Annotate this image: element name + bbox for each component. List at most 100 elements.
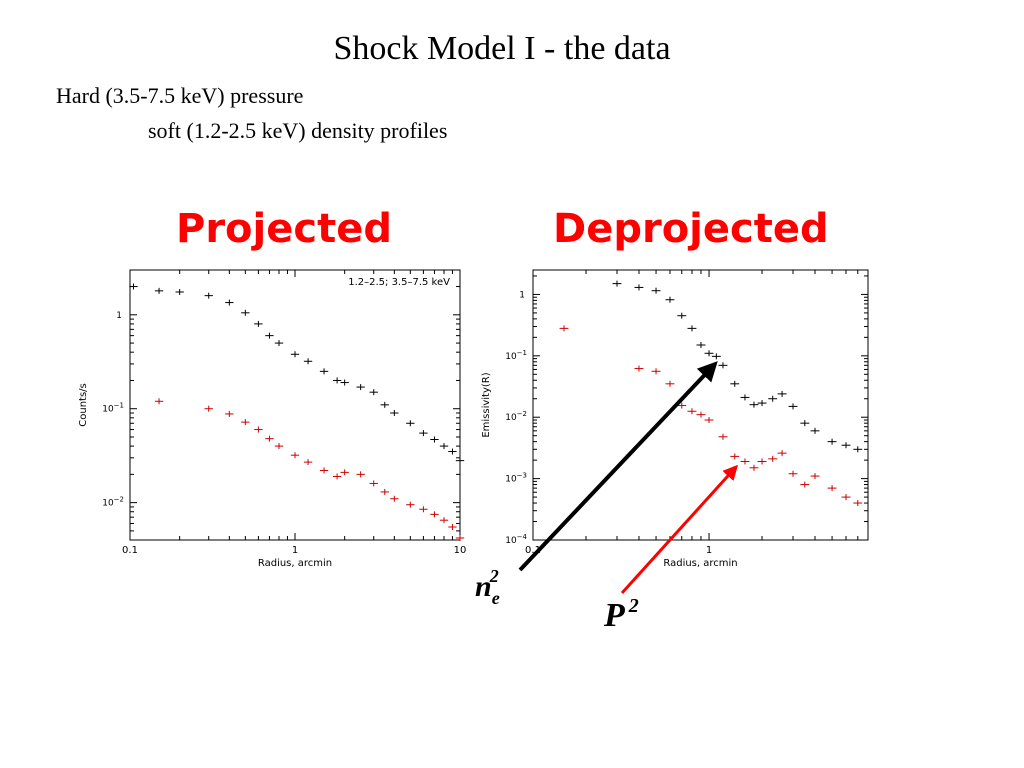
plot-frame [129,269,461,541]
data-point [204,405,213,412]
data-point [696,342,706,349]
data-point [419,506,428,513]
x-axis-label: Radius, arcmin [663,558,737,569]
x-tick-label: 0.1 [525,545,541,556]
data-point [303,459,313,466]
data-point [340,469,349,476]
data-point [455,535,465,542]
data-point [711,353,721,360]
y-tick-label: 10−4 [505,533,527,546]
data-point [406,420,415,427]
data-point [439,517,449,524]
data-point [154,398,164,405]
plot-frame [532,269,869,541]
data-point [356,471,365,478]
data-point [332,377,342,384]
data-series [612,280,863,453]
y-tick-label: 10−2 [505,410,527,423]
data-point [175,288,184,295]
data-point [651,368,661,375]
data-point [696,411,706,418]
data-point [369,480,378,487]
data-point [749,401,759,408]
data-point [274,340,284,347]
data-point [665,380,675,387]
data-series [559,325,863,507]
data-point [730,453,740,460]
data-point [810,427,820,434]
data-point [777,450,787,457]
data-point [303,358,313,365]
data-point [254,320,263,327]
slide-title: Shock Model I - the data [333,30,671,67]
projected-chart: 0.1 1 10 1 10−1 10−2 Radius, arcmin Counts/s 1.2… [78,269,467,569]
ne-arrow [518,361,718,572]
data-point [390,410,399,417]
data-point [853,500,863,507]
data-series [129,283,465,464]
annotation-arrows: ne2 P 2 [475,361,739,634]
x-tick-label: 1 [292,545,298,556]
data-point [827,485,837,492]
data-point [827,438,837,445]
data-point [757,400,767,407]
data-point [841,442,851,449]
data-point [406,501,415,508]
data-point [634,365,644,372]
data-point [319,368,329,375]
data-point [704,417,714,424]
data-point [265,332,274,339]
data-point [332,473,342,480]
data-point [687,408,697,415]
legend-text: 1.2–2.5; 3.5–7.5 keV [348,277,450,288]
data-point [225,299,234,306]
x-axis-label: Radius, arcmin [258,558,332,569]
data-point [390,495,399,502]
data-point [430,436,439,443]
data-point [204,292,213,299]
x-tick-label: 10 [454,545,467,556]
data-point [129,283,138,290]
data-point [730,380,740,387]
data-point [559,325,569,332]
data-point [380,401,389,408]
ne-squared-label: ne2 [475,566,500,608]
data-point [651,287,661,294]
data-point [369,389,378,396]
y-tick-label: 10−3 [505,472,527,485]
data-point [439,443,449,450]
data-point [677,312,687,319]
x-tick-label: 0.1 [122,545,138,556]
data-point [241,309,250,316]
data-point [430,511,439,518]
data-point [274,443,284,450]
x-tick-label: 1 [706,545,712,556]
heading-projected: Projected [176,206,392,252]
y-tick-label: 10−1 [102,402,124,415]
data-point [800,420,810,427]
data-point [788,470,798,477]
data-point [777,390,787,397]
data-point [768,455,778,462]
subtitle-soft: soft (1.2-2.5 keV) density profiles [148,118,448,143]
data-point [677,402,687,409]
data-point [740,394,750,401]
data-point [340,379,349,386]
data-point [380,488,389,495]
data-point [768,395,778,402]
data-point [704,350,714,357]
data-point [853,446,863,453]
data-point [757,458,767,465]
heading-deprojected: Deprojected [553,206,829,252]
data-point [665,296,675,303]
data-point [448,524,457,531]
data-point [154,287,164,294]
y-axis-label: Counts/s [78,383,89,427]
data-point [634,284,644,291]
data-point [788,403,798,410]
data-series [154,398,465,542]
data-point [290,351,300,358]
p-arrow [620,464,739,595]
